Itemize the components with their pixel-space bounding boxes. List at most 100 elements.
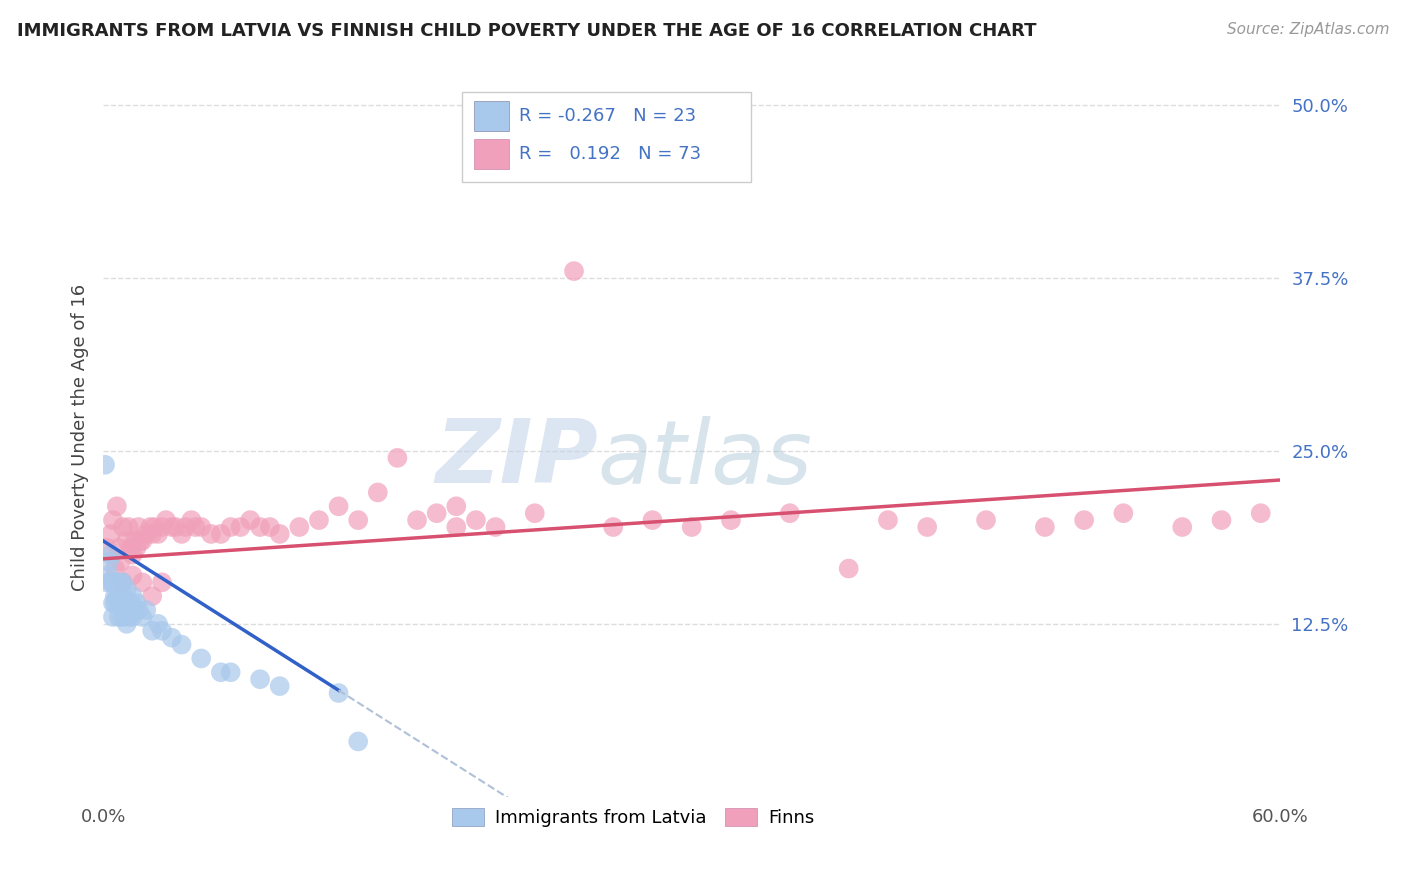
Point: [110, 555, 132, 569]
Point: [155, 513, 177, 527]
Point: [141, 589, 163, 603]
Point: [120, 596, 142, 610]
Point: [110, 596, 132, 610]
Point: [100, 575, 122, 590]
Text: Source: ZipAtlas.com: Source: ZipAtlas.com: [1226, 22, 1389, 37]
Point: [838, 561, 860, 575]
Point: [111, 575, 134, 590]
Point: [141, 624, 163, 638]
Point: [104, 575, 127, 590]
Point: [426, 506, 449, 520]
Point: [1033, 520, 1056, 534]
Point: [131, 533, 153, 548]
Point: [117, 610, 139, 624]
Point: [1211, 513, 1233, 527]
Point: [101, 610, 124, 624]
Point: [180, 513, 202, 527]
Point: [184, 520, 207, 534]
Point: [165, 520, 187, 534]
Point: [269, 527, 291, 541]
Point: [98, 568, 121, 582]
Point: [146, 616, 169, 631]
Point: [125, 541, 148, 555]
Point: [98, 555, 121, 569]
Point: [117, 520, 139, 534]
Point: [877, 513, 900, 527]
Point: [170, 527, 193, 541]
Point: [288, 520, 311, 534]
Point: [141, 527, 163, 541]
Point: [110, 575, 132, 590]
Point: [105, 500, 128, 514]
Point: [146, 527, 169, 541]
Point: [523, 506, 546, 520]
Point: [104, 589, 127, 603]
Point: [105, 589, 128, 603]
Point: [160, 631, 183, 645]
Point: [120, 541, 142, 555]
Point: [641, 513, 664, 527]
Point: [150, 575, 173, 590]
Point: [779, 506, 801, 520]
Point: [115, 582, 138, 597]
Point: [96, 541, 118, 555]
Point: [139, 520, 162, 534]
Point: [464, 513, 486, 527]
Point: [124, 603, 146, 617]
Point: [101, 596, 124, 610]
Point: [121, 589, 143, 603]
Point: [484, 520, 506, 534]
Point: [308, 513, 330, 527]
Point: [170, 638, 193, 652]
Point: [174, 520, 197, 534]
Point: [121, 610, 143, 624]
Point: [100, 527, 122, 541]
Point: [602, 520, 624, 534]
Point: [108, 610, 131, 624]
Point: [131, 610, 153, 624]
Text: R =   0.192   N = 73: R = 0.192 N = 73: [519, 145, 700, 162]
Point: [111, 589, 134, 603]
Point: [124, 533, 146, 548]
Point: [219, 665, 242, 680]
Point: [115, 616, 138, 631]
Point: [131, 575, 153, 590]
Legend: Immigrants from Latvia, Finns: Immigrants from Latvia, Finns: [444, 801, 821, 835]
Point: [406, 513, 429, 527]
Point: [121, 568, 143, 582]
Text: IMMIGRANTS FROM LATVIA VS FINNISH CHILD POVERTY UNDER THE AGE OF 16 CORRELATION : IMMIGRANTS FROM LATVIA VS FINNISH CHILD …: [17, 22, 1036, 40]
Bar: [474, 138, 509, 169]
Point: [100, 548, 122, 562]
Point: [101, 575, 124, 590]
Point: [249, 520, 271, 534]
Point: [1171, 520, 1194, 534]
Point: [1112, 506, 1135, 520]
Point: [115, 533, 138, 548]
Point: [269, 679, 291, 693]
Point: [200, 527, 222, 541]
Bar: [474, 101, 509, 131]
Point: [367, 485, 389, 500]
Point: [681, 520, 703, 534]
Point: [219, 520, 242, 534]
Point: [127, 603, 149, 617]
Point: [239, 513, 262, 527]
Point: [1250, 506, 1272, 520]
Point: [129, 533, 152, 548]
Point: [127, 520, 149, 534]
Point: [150, 624, 173, 638]
Point: [125, 596, 148, 610]
Point: [121, 548, 143, 562]
Point: [562, 264, 585, 278]
Point: [105, 575, 128, 590]
Point: [114, 603, 136, 617]
Point: [190, 651, 212, 665]
Point: [150, 520, 173, 534]
Point: [104, 561, 127, 575]
Point: [104, 596, 127, 610]
Point: [108, 541, 131, 555]
Point: [915, 520, 938, 534]
Point: [1073, 513, 1095, 527]
Point: [111, 610, 134, 624]
Point: [108, 596, 131, 610]
